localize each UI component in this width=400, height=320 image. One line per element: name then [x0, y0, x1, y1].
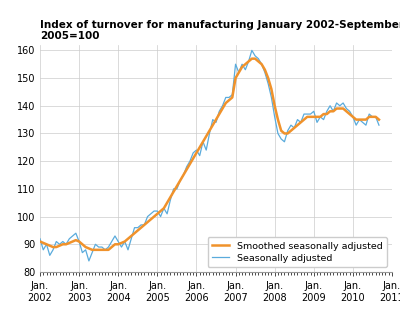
Text: Index of turnover for manufacturing January 2002-September 2011.
2005=100: Index of turnover for manufacturing Janu…: [40, 20, 400, 41]
Seasonally adjusted: [376, 123, 381, 127]
Seasonally adjusted: [38, 237, 42, 241]
Legend: Smoothed seasonally adjusted, Seasonally adjusted: Smoothed seasonally adjusted, Seasonally…: [208, 237, 387, 267]
Smoothed seasonally adjusted: [292, 126, 297, 130]
Smoothed seasonally adjusted: [41, 241, 46, 245]
Seasonally adjusted: [250, 48, 254, 52]
Seasonally adjusted: [288, 123, 293, 127]
Seasonally adjusted: [171, 187, 176, 191]
Seasonally adjusted: [86, 259, 91, 263]
Smoothed seasonally adjusted: [250, 57, 254, 60]
Smoothed seasonally adjusted: [171, 190, 176, 194]
Line: Seasonally adjusted: Seasonally adjusted: [40, 50, 379, 261]
Smoothed seasonally adjusted: [376, 118, 381, 122]
Smoothed seasonally adjusted: [38, 240, 42, 244]
Seasonally adjusted: [188, 159, 192, 163]
Line: Smoothed seasonally adjusted: Smoothed seasonally adjusted: [40, 59, 379, 250]
Smoothed seasonally adjusted: [83, 245, 88, 249]
Seasonally adjusted: [292, 126, 297, 130]
Seasonally adjusted: [41, 248, 46, 252]
Seasonally adjusted: [83, 248, 88, 252]
Smoothed seasonally adjusted: [188, 162, 192, 166]
Smoothed seasonally adjusted: [288, 129, 293, 132]
Smoothed seasonally adjusted: [90, 248, 94, 252]
